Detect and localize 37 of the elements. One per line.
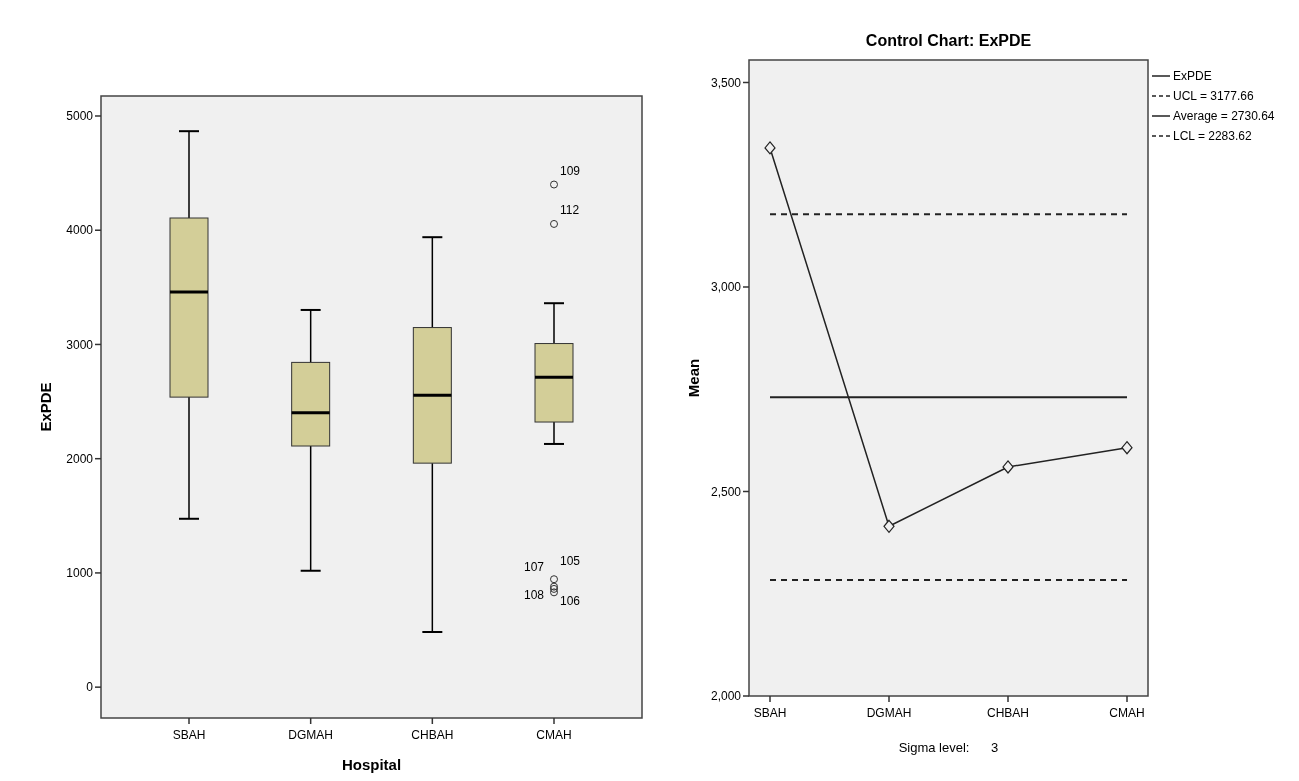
chart-title: Control Chart: ExPDE: [865, 32, 1032, 49]
y-tick-label: 5000: [66, 109, 94, 124]
x-tick-label: SBAH: [172, 728, 206, 742]
x-tick-label: CMAH: [536, 728, 572, 742]
point: [1121, 441, 1133, 455]
annotation: 106: [560, 594, 581, 609]
annotation: 109: [560, 163, 581, 178]
y-axis-title: ExPDE: [37, 382, 54, 432]
y-tick-label: 3,000: [710, 280, 742, 295]
x-tick-label: DGMAH: [288, 728, 333, 742]
y-tick-label: 3,500: [710, 75, 742, 90]
y-tick-label: 2,500: [710, 484, 742, 499]
y-tick-label: 2,000: [710, 689, 742, 704]
y-tick-label: 2000: [66, 451, 94, 466]
point: [764, 141, 776, 155]
legend-label: ExPDE: [1173, 69, 1212, 83]
annotation: 112: [560, 202, 580, 217]
x-tick-label: CHBAH: [411, 728, 454, 742]
x-tick-label: CMAH: [1109, 706, 1145, 720]
y-axis-title: Mean: [685, 358, 702, 398]
x-tick-label: CHBAH: [986, 706, 1030, 720]
y-tick-label: 3000: [66, 337, 94, 352]
y-tick-label: 1000: [66, 566, 94, 581]
text: Sigma level: 3: [898, 740, 999, 755]
legend-label: UCL = 3177.66: [1173, 89, 1254, 103]
legend-label: LCL = 2283.62: [1173, 129, 1252, 143]
point: [1002, 460, 1014, 474]
annotation: 105: [560, 554, 581, 569]
point: [883, 519, 895, 533]
x-axis-title: Hospital: [341, 756, 402, 773]
annotation: 108: [524, 588, 545, 603]
y-tick-label: 4000: [66, 223, 94, 238]
annotation: 107: [524, 560, 545, 575]
y-tick-label: 0: [86, 680, 94, 695]
legend-label: Average = 2730.64: [1173, 109, 1275, 123]
x-tick-label: SBAH: [753, 706, 787, 720]
x-tick-label: DGMAH: [866, 706, 912, 720]
